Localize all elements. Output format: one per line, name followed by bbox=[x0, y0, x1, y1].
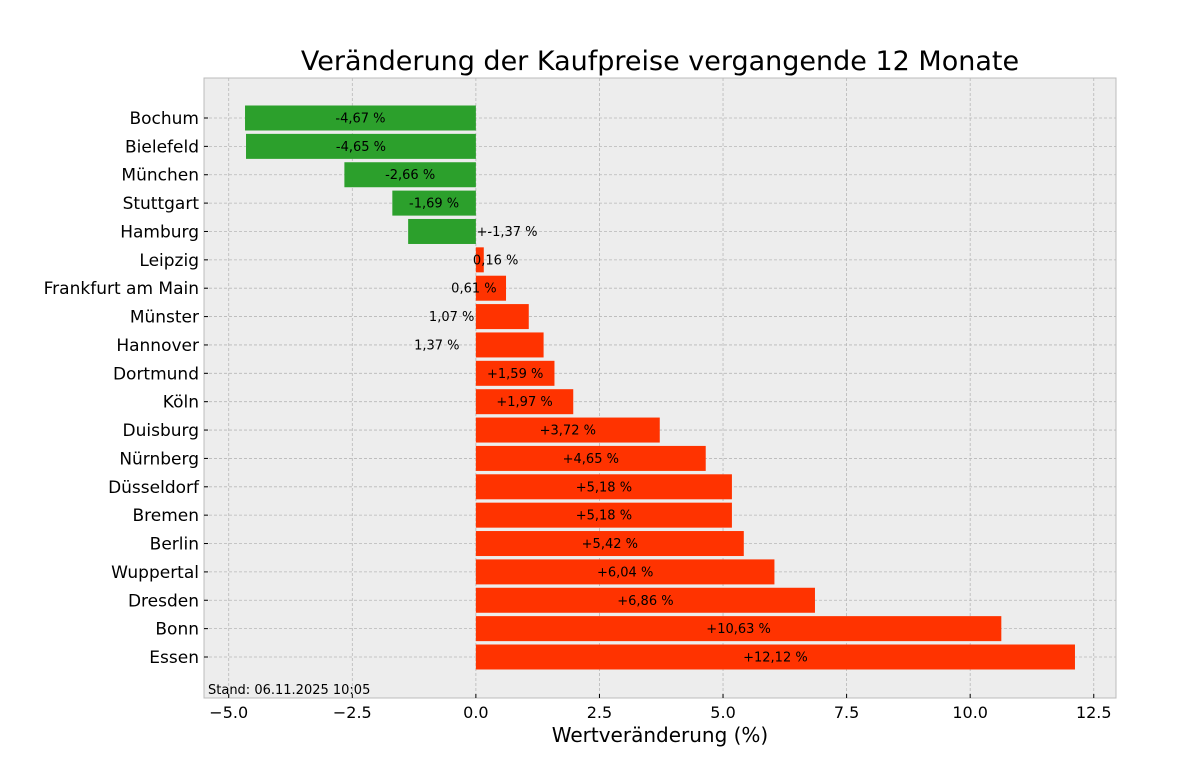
data-label: +3,72 % bbox=[540, 424, 596, 439]
y-tick-label: Stuttgart bbox=[123, 194, 200, 214]
bar-dresden bbox=[475, 587, 815, 613]
y-tick-label: München bbox=[121, 166, 199, 186]
bar-frankfurt-am-main bbox=[475, 275, 507, 301]
data-label: +1,59 % bbox=[487, 367, 543, 382]
bar-berlin bbox=[475, 531, 744, 557]
y-tick-label: Münster bbox=[130, 308, 199, 328]
bar-bremen bbox=[475, 502, 732, 528]
bar-leipzig bbox=[475, 247, 484, 273]
bar-bielefeld bbox=[246, 133, 476, 159]
x-axis-label: Wertveränderung (%) bbox=[552, 723, 769, 747]
bar-hannover bbox=[475, 332, 544, 358]
x-tick-label: 10.0 bbox=[952, 703, 988, 722]
y-tick-label: Leipzig bbox=[139, 251, 199, 271]
y-tick-label: Duisburg bbox=[123, 421, 200, 441]
data-label: +5,18 % bbox=[576, 480, 632, 495]
data-label: +5,42 % bbox=[582, 537, 638, 552]
y-tick-label: Bonn bbox=[155, 620, 199, 640]
y-tick-label: Nürnberg bbox=[119, 449, 199, 469]
data-label: -1,69 % bbox=[409, 197, 459, 212]
data-label: 0,61 % bbox=[451, 282, 496, 297]
data-label: 1,37 % bbox=[414, 338, 459, 353]
bar-nürnberg bbox=[475, 445, 706, 471]
y-tick-label: Dresden bbox=[128, 591, 199, 611]
data-label: -4,65 % bbox=[336, 140, 386, 155]
data-label: -4,67 % bbox=[335, 112, 385, 127]
bar-münster bbox=[475, 304, 529, 330]
y-tick-label: Hannover bbox=[116, 336, 199, 356]
x-tick-label: 2.5 bbox=[587, 703, 612, 722]
y-tick-label: Hamburg bbox=[120, 222, 199, 242]
bar-köln bbox=[475, 389, 574, 415]
y-tick-label: Bremen bbox=[132, 506, 199, 526]
bar-essen bbox=[475, 644, 1075, 670]
data-label: +4,65 % bbox=[563, 452, 619, 467]
y-tick-label: Bochum bbox=[129, 109, 199, 129]
bar-bonn bbox=[475, 616, 1002, 642]
data-label: +1,97 % bbox=[496, 395, 552, 410]
y-tick-label: Dortmund bbox=[113, 364, 199, 384]
x-tick-label: −2.5 bbox=[333, 703, 372, 722]
bar-düsseldorf bbox=[475, 474, 732, 500]
chart-title: Veränderung der Kaufpreise vergangende 1… bbox=[301, 46, 1019, 77]
x-tick-label: 7.5 bbox=[834, 703, 859, 722]
bar-hamburg bbox=[408, 218, 476, 244]
x-tick-label: 0.0 bbox=[463, 703, 488, 722]
bar-wuppertal bbox=[475, 559, 775, 585]
bar-duisburg bbox=[475, 417, 660, 443]
x-tick-label: 5.0 bbox=[710, 703, 735, 722]
data-label: +12,12 % bbox=[743, 651, 808, 666]
data-label: 1,07 % bbox=[429, 310, 474, 325]
data-label: -2,66 % bbox=[385, 168, 435, 183]
y-tick-label: Essen bbox=[149, 648, 199, 668]
bar-stuttgart bbox=[392, 190, 476, 216]
y-tick-label: Frankfurt am Main bbox=[44, 279, 199, 299]
bar-münchen bbox=[344, 162, 476, 188]
y-tick-label: Berlin bbox=[150, 535, 199, 555]
y-tick-label: Wuppertal bbox=[111, 563, 199, 583]
y-tick-label: Bielefeld bbox=[125, 137, 199, 157]
bar-dortmund bbox=[475, 360, 555, 386]
data-label: +-1,37 % bbox=[477, 225, 538, 240]
data-label: +6,86 % bbox=[617, 594, 673, 609]
data-label: +6,04 % bbox=[597, 565, 653, 580]
x-tick-label: −5.0 bbox=[209, 703, 248, 722]
y-tick-label: Düsseldorf bbox=[108, 478, 200, 498]
data-label: 0,16 % bbox=[473, 253, 518, 268]
stand-annotation: Stand: 06.11.2025 10:05 bbox=[208, 683, 370, 698]
data-label: +10,63 % bbox=[706, 622, 771, 637]
bar-bochum bbox=[245, 105, 476, 131]
y-tick-label: Köln bbox=[163, 393, 199, 413]
data-label: +5,18 % bbox=[576, 509, 632, 524]
x-tick-label: 12.5 bbox=[1076, 703, 1112, 722]
